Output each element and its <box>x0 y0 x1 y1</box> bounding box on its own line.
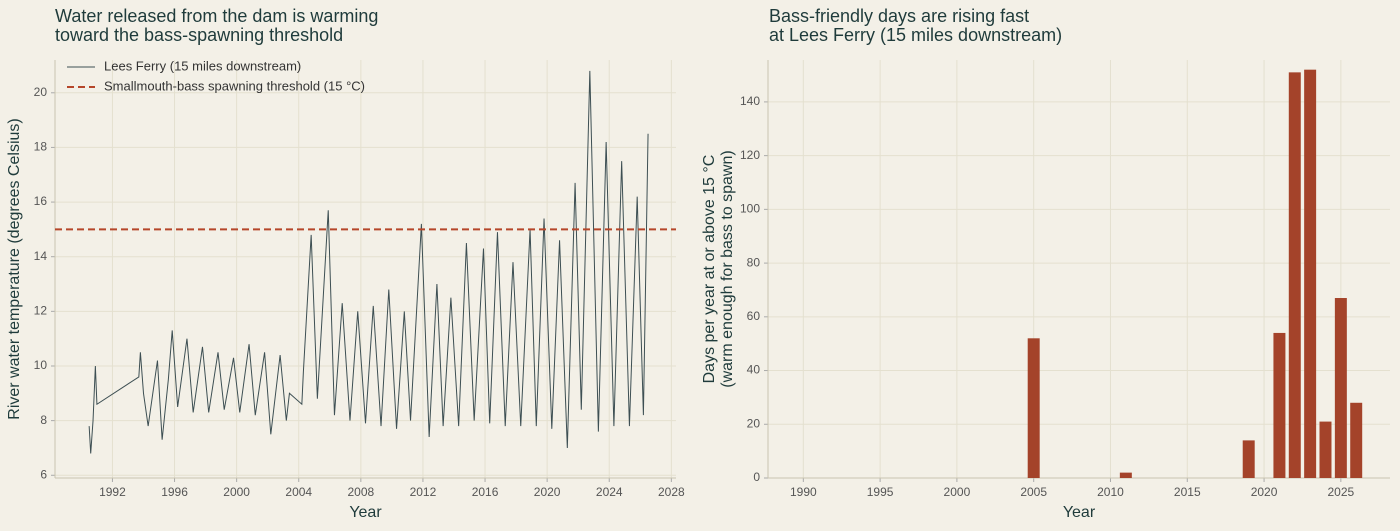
x-tick-label: 1995 <box>867 485 894 499</box>
bar <box>1288 72 1301 478</box>
bar <box>1119 472 1132 478</box>
line <box>88 70 649 454</box>
y-tick-label: 40 <box>747 363 761 377</box>
y-tick-label: 14 <box>34 249 48 263</box>
x-tick-label: 2028 <box>658 485 685 499</box>
x-tick-label: 2020 <box>534 485 561 499</box>
x-tick-label: 2020 <box>1251 485 1278 499</box>
y-tick-label: 0 <box>753 470 760 484</box>
y-axis-label: Days per year at or above 15 °C <box>701 155 718 384</box>
x-tick-label: 2015 <box>1174 485 1201 499</box>
x-tick-label: 2000 <box>223 485 250 499</box>
y-tick-label: 8 <box>40 413 47 427</box>
x-tick-label: 2016 <box>472 485 499 499</box>
y-tick-label: 12 <box>34 304 48 318</box>
y-tick-label: 20 <box>747 416 761 430</box>
bar <box>1334 298 1347 478</box>
bar <box>1304 69 1317 478</box>
x-tick-label: 2005 <box>1020 485 1047 499</box>
x-axis-label: Year <box>349 504 382 521</box>
chart-title: toward the bass-spawning threshold <box>55 25 343 45</box>
chart-title: Bass-friendly days are rising fast <box>769 6 1029 26</box>
x-tick-label: 2010 <box>1097 485 1124 499</box>
y-tick-label: 120 <box>740 148 760 162</box>
bar <box>1027 338 1040 478</box>
bar <box>1273 332 1286 478</box>
y-axis-label: (warm enough for bass to spawn) <box>719 150 736 387</box>
y-tick-label: 6 <box>40 467 47 481</box>
y-axis-label: River water temperature (degrees Celsius… <box>6 118 23 419</box>
y-tick-label: 10 <box>34 358 48 372</box>
bar <box>1350 402 1363 478</box>
chart-title: at Lees Ferry (15 miles downstream) <box>769 25 1062 45</box>
x-tick-label: 2024 <box>596 485 623 499</box>
y-tick-label: 16 <box>34 194 48 208</box>
y-tick-label: 20 <box>34 85 48 99</box>
x-tick-label: 2000 <box>944 485 971 499</box>
bar <box>1319 421 1332 478</box>
y-tick-label: 60 <box>747 309 761 323</box>
x-tick-label: 2004 <box>285 485 312 499</box>
x-tick-label: 2025 <box>1328 485 1355 499</box>
x-axis-label: Year <box>1063 504 1096 521</box>
bar <box>1242 440 1255 478</box>
y-tick-label: 100 <box>740 202 760 216</box>
y-tick-label: 18 <box>34 140 48 154</box>
legend-label: Lees Ferry (15 miles downstream) <box>104 58 301 73</box>
y-tick-label: 80 <box>747 255 761 269</box>
x-tick-label: 1996 <box>161 485 188 499</box>
x-tick-label: 1990 <box>790 485 817 499</box>
x-tick-label: 2012 <box>410 485 437 499</box>
x-tick-label: 1992 <box>99 485 126 499</box>
chart-title: Water released from the dam is warming <box>55 6 378 26</box>
legend-label: Smallmouth-bass spawning threshold (15 °… <box>104 78 365 93</box>
y-tick-label: 140 <box>740 94 760 108</box>
x-tick-label: 2008 <box>347 485 374 499</box>
